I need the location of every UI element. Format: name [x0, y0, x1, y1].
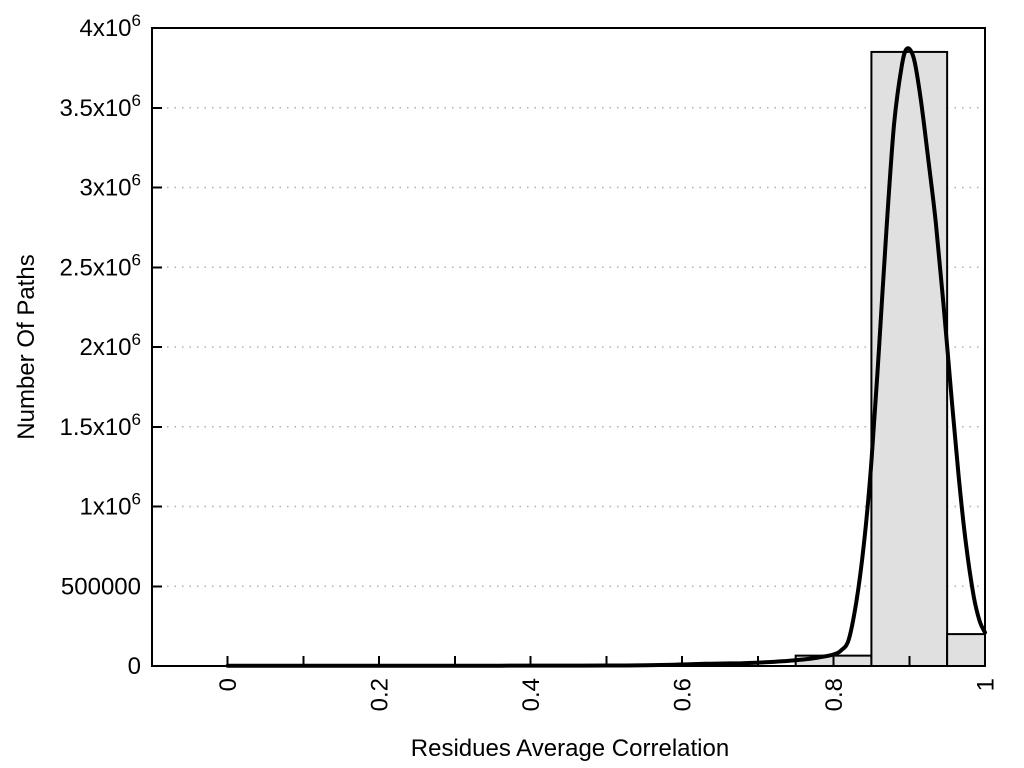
y-axis-title: Number Of Paths: [13, 254, 40, 439]
x-axis-title: Residues Average Correlation: [411, 735, 729, 762]
gridlines: [152, 27, 985, 587]
x-tick-labels: 0 0.2 0.4 0.6 0.8 1: [215, 678, 999, 711]
y-tick-label: 3x106: [79, 171, 141, 202]
x-tick-label: 0: [215, 678, 242, 691]
x-tick-label: 0.6: [670, 678, 697, 711]
y-tick-labels: 0 500000 1x106 1.5x106 2x106 2.5x106 3x106 3.5x…: [59, 11, 141, 680]
x-tick-label: 0.8: [821, 678, 848, 711]
histogram-bars: [794, 50, 986, 668]
y-tick-label: 2.5x106: [59, 250, 141, 281]
plot-border-and-ticks: [151, 27, 986, 667]
y-tick-label: 4x106: [79, 11, 141, 42]
y-tick-label: 1.5x106: [59, 410, 141, 441]
y-tick-label: 3.5x106: [59, 91, 141, 122]
y-tick-label: 0: [128, 653, 141, 680]
histogram-bar: [870, 50, 949, 668]
y-tick-label: 500000: [61, 573, 141, 600]
x-tick-label: 1: [973, 678, 1000, 691]
histogram-bar: [946, 633, 986, 667]
y-tick-label: 1x106: [79, 490, 141, 521]
y-tick-label: 2x106: [79, 330, 141, 361]
x-tick-label: 0.4: [518, 678, 545, 711]
x-tick-label: 0.2: [367, 678, 394, 711]
